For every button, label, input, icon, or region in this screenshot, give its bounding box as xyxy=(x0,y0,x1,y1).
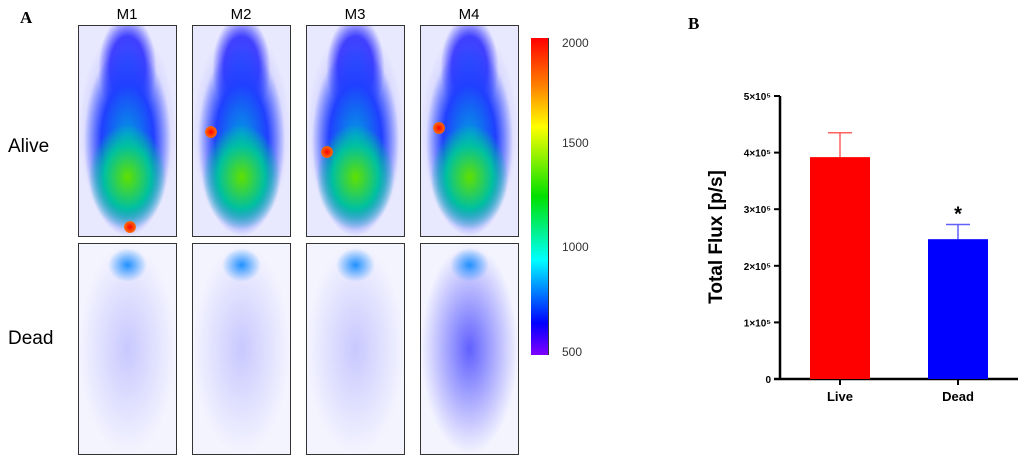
y-tick-label: 3×10⁵ xyxy=(744,205,772,216)
image-alive-m4 xyxy=(420,25,519,237)
x-tick-label-dead: Dead xyxy=(942,389,974,404)
image-alive-m3 xyxy=(306,25,405,237)
x-tick-label-live: Live xyxy=(827,389,853,404)
colorbar-tick-500: 500 xyxy=(562,345,583,359)
colorbar xyxy=(531,38,548,355)
hotspot xyxy=(205,126,217,138)
image-alive-m2 xyxy=(192,25,291,237)
panel-b-letter: B xyxy=(688,14,700,33)
y-tick-label: 1×10⁵ xyxy=(744,318,772,329)
row-label-dead: Dead xyxy=(8,328,54,349)
y-tick-label: 2×10⁵ xyxy=(744,262,772,273)
column-label-m1: M1 xyxy=(116,6,138,23)
y-tick-label: 5×10⁵ xyxy=(744,92,772,103)
column-label-m3: M3 xyxy=(344,6,366,23)
image-dead-m4 xyxy=(420,243,519,455)
column-label-m4: M4 xyxy=(458,6,480,23)
y-axis-label: Total Flux [p/s] xyxy=(706,170,727,304)
column-label-m2: M2 xyxy=(230,6,252,23)
colorbar-tick-2000: 2000 xyxy=(562,36,589,50)
bar-dead xyxy=(928,239,988,379)
hotspot xyxy=(433,122,445,134)
bar-live xyxy=(810,157,870,379)
colorbar-axis xyxy=(548,38,549,355)
colorbar-tick-1500: 1500 xyxy=(562,136,589,150)
hotspot xyxy=(321,146,333,158)
hotspot xyxy=(124,221,136,233)
row-label-alive: Alive xyxy=(8,136,50,157)
significance-marker: * xyxy=(954,203,962,225)
image-dead-m1 xyxy=(78,243,177,455)
image-dead-m3 xyxy=(306,243,405,455)
image-dead-m2 xyxy=(192,243,291,455)
colorbar-tick-1000: 1000 xyxy=(562,240,589,254)
y-tick-label: 4×10⁵ xyxy=(744,149,772,160)
image-alive-m1 xyxy=(78,25,177,237)
y-tick-label: 0 xyxy=(765,375,771,386)
panel-a-letter: A xyxy=(20,8,33,27)
